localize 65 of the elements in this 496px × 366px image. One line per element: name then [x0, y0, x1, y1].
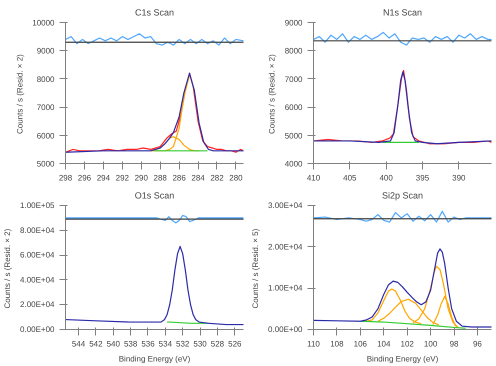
y-tick-label: 1.00E+04	[268, 284, 304, 293]
x-tick-label: 284	[191, 174, 206, 182]
x-tick-label: 540	[106, 340, 120, 348]
y-tick-label: 3.00E+04	[268, 201, 304, 210]
y-tick-label: 2.00E+04	[268, 242, 304, 252]
x-tick-label: 110	[307, 340, 320, 348]
y-tick-label: 4000	[284, 160, 304, 168]
x-tick-label: 534	[158, 340, 173, 348]
y-tick-label: 8000	[284, 46, 304, 56]
x-tick-label: 102	[400, 340, 414, 348]
x-tick-label: 400	[379, 174, 394, 182]
x-tick-label: 538	[124, 340, 138, 348]
y-tick-label: 8.00E+04	[20, 226, 56, 235]
x-tick-label: 288	[154, 174, 168, 182]
x-tick-label: 532	[176, 340, 190, 348]
y-tick-label: 9000	[36, 46, 56, 56]
x-tick-label: 104	[377, 340, 391, 348]
x-tick-label: 298	[58, 174, 73, 182]
x-tick-label: 542	[89, 340, 104, 348]
x-tick-label: 530	[193, 340, 208, 348]
y-tick-label: 0.00E+00	[20, 325, 56, 334]
y-tick-label: 6000	[36, 131, 56, 140]
y-axis-title: Counts / s (Resid. × 2)	[15, 54, 24, 134]
x-tick-label: 100	[424, 340, 438, 348]
x-tick-label: 106	[354, 340, 368, 348]
x-tick-label: 98	[450, 340, 460, 348]
x-tick-label: 108	[330, 340, 344, 348]
y-axis-title: Counts / s (Resid. × 5)	[251, 228, 260, 309]
x-tick-label: 282	[210, 174, 224, 182]
x-tick-label: 536	[141, 340, 156, 348]
y-tick-label: 2.00E+04	[20, 300, 56, 310]
y-tick-label: 4.00E+04	[20, 275, 56, 284]
y-tick-label: 6000	[284, 103, 304, 112]
x-tick-label: 280	[229, 174, 244, 182]
chart-title: C1s Scan	[134, 8, 174, 18]
x-tick-label: 290	[134, 174, 148, 182]
x-tick-label: 296	[78, 174, 92, 182]
y-axis-title: Counts / s (Resid. × 2)	[268, 54, 277, 134]
x-axis-title: Binding Energy (eV)	[366, 354, 439, 364]
x-tick-label: 390	[452, 174, 466, 182]
x-tick-label: 292	[116, 174, 130, 182]
y-tick-label: 1.00E+05	[20, 201, 56, 210]
x-tick-label: 410	[306, 174, 321, 182]
x-tick-label: 405	[343, 174, 358, 182]
y-tick-label: 10000	[32, 18, 56, 28]
y-tick-label: 9000	[284, 18, 304, 28]
x-axis-title: Binding Energy (eV)	[118, 354, 191, 364]
x-tick-label: 526	[228, 340, 242, 348]
y-tick-label: 0.00E+00	[268, 325, 304, 334]
x-tick-label: 286	[172, 174, 186, 182]
y-tick-label: 8000	[36, 74, 56, 84]
chart-title: O1s Scan	[134, 190, 174, 200]
chart-title: N1s Scan	[382, 8, 422, 18]
x-tick-label: 528	[210, 340, 225, 348]
x-tick-label: 96	[473, 340, 482, 348]
x-tick-label: 544	[72, 340, 86, 348]
x-tick-label: 395	[416, 174, 430, 182]
y-tick-label: 7000	[36, 103, 56, 112]
y-axis-title: Counts / s (Resid. × 2)	[3, 228, 12, 309]
x-tick-label: 294	[96, 174, 111, 182]
chart-title: Si2p Scan	[382, 190, 424, 200]
y-tick-label: 7000	[284, 74, 304, 84]
y-tick-label: 6.00E+04	[20, 250, 56, 260]
y-tick-label: 5000	[36, 160, 56, 168]
y-tick-label: 5000	[284, 131, 304, 140]
